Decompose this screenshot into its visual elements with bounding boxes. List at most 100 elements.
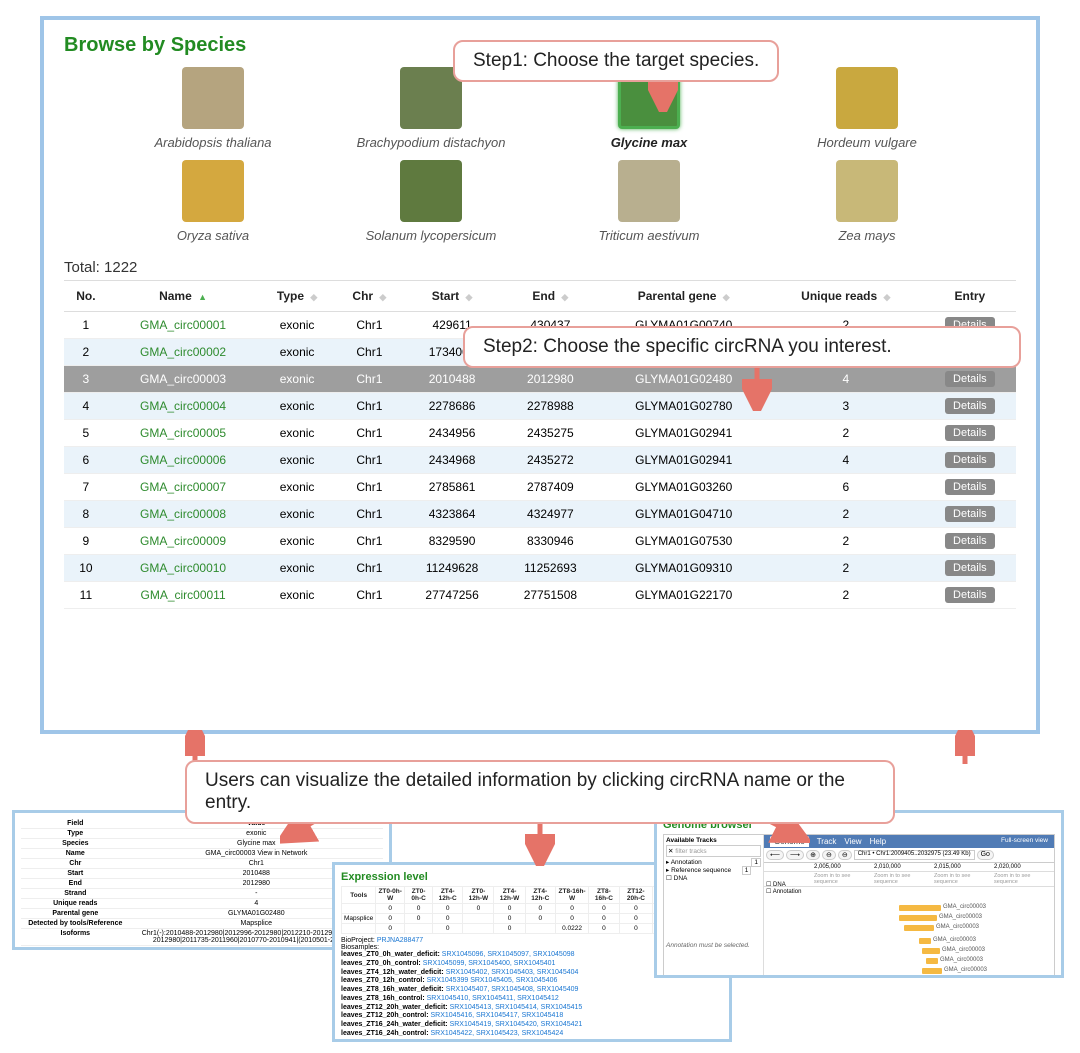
table-row[interactable]: 10 GMA_circ00010 exonic Chr1 11249628 11…	[64, 555, 1016, 582]
col-header[interactable]: Type ◆	[258, 281, 335, 312]
sample-links[interactable]: SRX1045407, SRX1045408, SRX1045409	[446, 986, 579, 993]
zoom-in-icon[interactable]: ⊕	[806, 850, 820, 860]
sample-links[interactable]: SRX1045413, SRX1045414, SRX1045415	[450, 1004, 583, 1011]
sample-links[interactable]: SRX1045399 SRX1045405, SRX1045406	[427, 977, 558, 984]
sample-links[interactable]: SRX1045410, SRX1045411, SRX1045412	[427, 995, 559, 1002]
gb-left-label[interactable]: ☐ DNA	[766, 881, 801, 888]
gb-tab[interactable]: Track	[817, 837, 837, 846]
sample-links[interactable]: SRX1045419, SRX1045420, SRX1045421	[450, 1021, 583, 1028]
dp2-cell: Mapsplice	[342, 914, 376, 924]
table-row[interactable]: 6 GMA_circ00006 exonic Chr1 2434968 2435…	[64, 447, 1016, 474]
circ-name-link[interactable]: GMA_circ00008	[140, 507, 226, 521]
zoom-out2-icon[interactable]: ⊖	[838, 850, 852, 860]
sample-links[interactable]: SRX1045402, SRX1045403, SRX1045404	[446, 969, 579, 976]
details-button[interactable]: Details	[945, 533, 995, 549]
gb-filter[interactable]: filter tracks	[675, 848, 706, 855]
table-row[interactable]: 8 GMA_circ00008 exonic Chr1 4323864 4324…	[64, 501, 1016, 528]
sort-icon[interactable]: ◆	[723, 292, 730, 302]
species-item[interactable]: Zea mays	[767, 160, 967, 243]
table-row[interactable]: 9 GMA_circ00009 exonic Chr1 8329590 8330…	[64, 528, 1016, 555]
gb-left-label[interactable]: ☐ Annotation	[766, 888, 801, 895]
details-button[interactable]: Details	[945, 506, 995, 522]
table-row[interactable]: 5 GMA_circ00005 exonic Chr1 2434956 2435…	[64, 420, 1016, 447]
gb-side-item[interactable]: ▸ Annotation 1	[666, 858, 761, 866]
sample-links[interactable]: SRX1045099, SRX1045400, SRX1045401	[423, 960, 556, 967]
details-button[interactable]: Details	[945, 560, 995, 576]
gb-go-button[interactable]: Go	[977, 850, 994, 860]
species-item[interactable]: Triticum aestivum	[549, 160, 749, 243]
gb-side-item[interactable]: ☐ DNA	[666, 874, 761, 882]
gb-tab[interactable]: Help	[870, 837, 886, 846]
circ-name-link[interactable]: GMA_circ00005	[140, 426, 226, 440]
dp2-col: ZT4-12h-W	[494, 887, 525, 904]
species-item[interactable]: Hordeum vulgare	[767, 67, 967, 150]
gb-track-label: GMA_circ00003	[944, 967, 987, 973]
zoom-out-icon[interactable]: ⊖	[822, 850, 836, 860]
circ-name-link[interactable]: GMA_circ00011	[140, 588, 225, 602]
bioproject-link[interactable]: PRJNA288477	[377, 937, 423, 944]
col-header[interactable]: Start ◆	[403, 281, 501, 312]
sort-icon[interactable]: ◆	[561, 292, 568, 302]
col-header[interactable]: Entry	[924, 281, 1016, 312]
sample-links[interactable]: SRX1045416, SRX1045417, SRX1045418	[431, 1012, 564, 1019]
circ-name-link[interactable]: GMA_circ00010	[140, 561, 226, 575]
sample-links[interactable]: SRX1045425, SRX1045426, SRX1045427	[446, 1039, 579, 1043]
table-row[interactable]: 11 GMA_circ00011 exonic Chr1 27747256 27…	[64, 582, 1016, 609]
dp2-cell: 0	[555, 914, 588, 924]
sort-icon[interactable]: ◆	[884, 292, 891, 302]
species-thumb[interactable]	[618, 160, 680, 222]
circ-name-link[interactable]: GMA_circ00006	[140, 453, 226, 467]
circ-name-link[interactable]: GMA_circ00002	[140, 345, 226, 359]
species-item[interactable]: Arabidopsis thaliana	[113, 67, 313, 150]
gb-track[interactable]	[919, 938, 931, 944]
gb-track[interactable]	[922, 968, 942, 974]
col-header[interactable]: Name ▲	[108, 281, 259, 312]
col-header[interactable]: No.	[64, 281, 108, 312]
gb-track[interactable]	[899, 905, 941, 911]
gb-tab[interactable]: View	[844, 837, 861, 846]
col-header[interactable]: Chr ◆	[336, 281, 403, 312]
table-row[interactable]: 3 GMA_circ00003 exonic Chr1 2010488 2012…	[64, 366, 1016, 393]
nav-back-icon[interactable]: ⟵	[766, 850, 784, 860]
col-header[interactable]: End ◆	[501, 281, 599, 312]
col-header[interactable]: Unique reads ◆	[768, 281, 924, 312]
species-thumb[interactable]	[400, 67, 462, 129]
gb-coord[interactable]: Chr1 • Chr1:2009405..2032975 (23.49 Kb)	[854, 850, 975, 860]
species-thumb[interactable]	[836, 160, 898, 222]
gb-track[interactable]	[926, 958, 938, 964]
dp2-cell: 0	[433, 924, 463, 934]
circ-name-link[interactable]: GMA_circ00007	[140, 480, 226, 494]
close-icon[interactable]: ✕	[668, 848, 673, 855]
gb-track[interactable]	[899, 915, 937, 921]
gb-side-item[interactable]: ▸ Reference sequence 1	[666, 866, 761, 874]
details-button[interactable]: Details	[945, 587, 995, 603]
sample-links[interactable]: SRX1045096, SRX1045097, SRX1045098	[442, 951, 575, 958]
gb-track[interactable]	[922, 948, 940, 954]
gb-track[interactable]	[904, 925, 934, 931]
details-button[interactable]: Details	[945, 371, 995, 387]
sort-icon[interactable]: ▲	[198, 292, 207, 302]
circ-name-link[interactable]: GMA_circ00001	[140, 318, 226, 332]
sort-icon[interactable]: ◆	[310, 292, 317, 302]
col-header[interactable]: Parental gene ◆	[600, 281, 768, 312]
species-item[interactable]: Solanum lycopersicum	[331, 160, 531, 243]
table-row[interactable]: 7 GMA_circ00007 exonic Chr1 2785861 2787…	[64, 474, 1016, 501]
details-button[interactable]: Details	[945, 425, 995, 441]
species-thumb[interactable]	[836, 67, 898, 129]
circ-name-link[interactable]: GMA_circ00009	[140, 534, 226, 548]
species-item[interactable]: Oryza sativa	[113, 160, 313, 243]
nav-fwd-icon[interactable]: ⟶	[786, 850, 804, 860]
species-thumb[interactable]	[400, 160, 462, 222]
sort-icon[interactable]: ◆	[379, 292, 386, 302]
species-thumb[interactable]	[182, 67, 244, 129]
gb-fullscreen[interactable]: Full-screen view	[1001, 837, 1048, 846]
circ-name-link[interactable]: GMA_circ00003	[140, 372, 226, 386]
details-button[interactable]: Details	[945, 479, 995, 495]
details-button[interactable]: Details	[945, 452, 995, 468]
circ-name-link[interactable]: GMA_circ00004	[140, 399, 226, 413]
sample-links[interactable]: SRX1045422, SRX1045423, SRX1045424	[431, 1030, 564, 1037]
sort-icon[interactable]: ◆	[465, 292, 472, 302]
table-row[interactable]: 4 GMA_circ00004 exonic Chr1 2278686 2278…	[64, 393, 1016, 420]
details-button[interactable]: Details	[945, 398, 995, 414]
species-thumb[interactable]	[182, 160, 244, 222]
